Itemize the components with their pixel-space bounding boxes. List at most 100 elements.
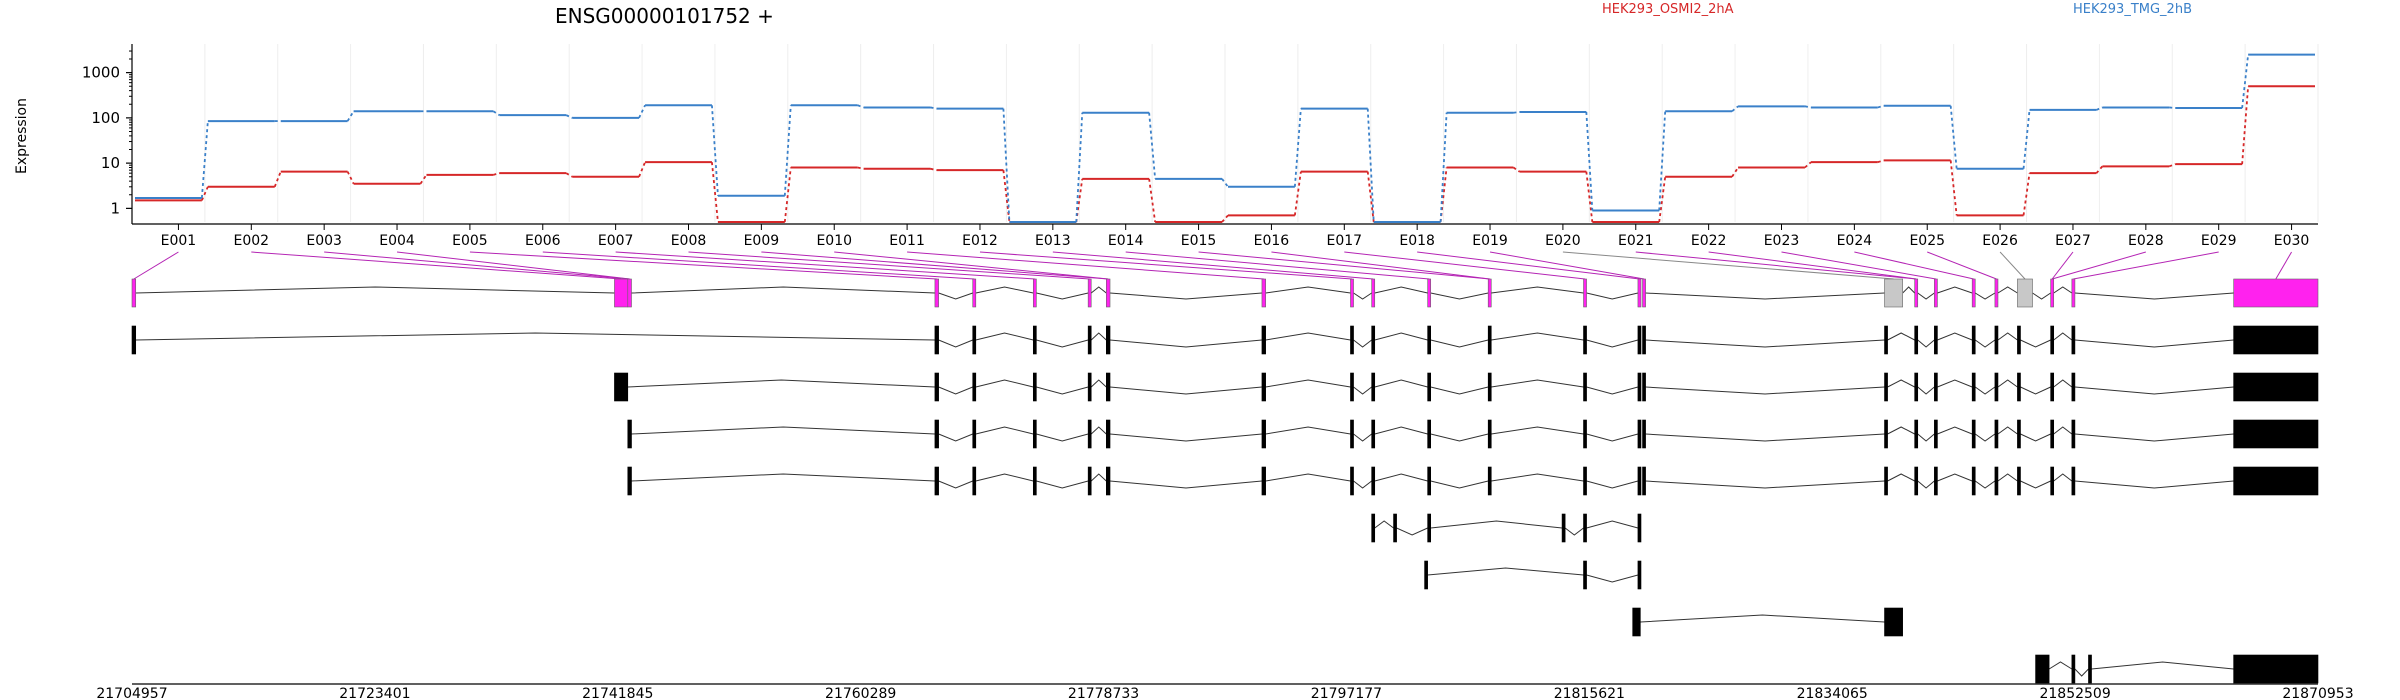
x-tick-label: E004 xyxy=(379,233,415,249)
exon-block xyxy=(1914,466,1919,496)
exon-block xyxy=(1261,419,1266,449)
intron xyxy=(1036,480,1089,489)
exon-block xyxy=(1642,325,1646,355)
series-transition xyxy=(492,110,500,116)
exon-block xyxy=(1914,278,1919,308)
intron xyxy=(1937,473,1973,482)
exon-block xyxy=(2017,419,2021,449)
axes: 1 10 100 1000 E001 E002 E003 E004 E005 E006 E007 E0… xyxy=(82,44,2318,249)
transcript-7 xyxy=(1632,607,1903,637)
intron xyxy=(1265,332,1351,341)
intron xyxy=(1109,292,1262,300)
x-tick-label: E019 xyxy=(1472,233,1508,249)
exon-block xyxy=(972,325,977,355)
x-tick-label: E011 xyxy=(889,233,925,249)
exon-connector xyxy=(907,251,1264,280)
exon-block xyxy=(2071,372,2076,402)
exon-block xyxy=(2017,278,2033,308)
exon-block xyxy=(1994,278,1999,308)
intron xyxy=(1974,386,1996,395)
intron xyxy=(1586,433,1639,442)
exon-block xyxy=(972,372,977,402)
intron xyxy=(1997,426,2018,435)
transcript-5 xyxy=(1371,513,1642,543)
exon-connector xyxy=(761,251,1109,280)
exon-block xyxy=(934,325,939,355)
intron xyxy=(1396,527,1428,536)
exon-block xyxy=(2233,466,2319,496)
exon-block xyxy=(1371,419,1376,449)
intron xyxy=(1645,433,1885,442)
exon-block xyxy=(1393,513,1397,543)
intron xyxy=(975,286,1034,294)
x-tick-label: E003 xyxy=(306,233,342,249)
intron xyxy=(1887,379,1915,388)
series-transition xyxy=(1877,159,1885,164)
series-transition xyxy=(201,186,209,201)
intron xyxy=(1491,426,1584,435)
series-lines xyxy=(135,53,2315,223)
exon-block xyxy=(1971,278,1976,308)
exon-block xyxy=(1261,325,1266,355)
exon-block xyxy=(972,419,977,449)
series-transition xyxy=(1804,161,1812,169)
intron xyxy=(1090,473,1107,482)
exon-block xyxy=(1884,325,1888,355)
series-transition xyxy=(1731,105,1739,112)
exon-block xyxy=(1371,513,1376,543)
intron xyxy=(975,379,1034,388)
x-tick-label: E010 xyxy=(816,233,852,249)
exon-connector xyxy=(324,251,630,280)
exon-block xyxy=(1350,466,1354,496)
exon-block xyxy=(1637,372,1642,402)
genomic-tick-label: 21760289 xyxy=(825,686,896,700)
genomic-tick-label: 21815621 xyxy=(1554,686,1625,700)
exon-connector xyxy=(469,251,937,280)
exon-block xyxy=(614,372,629,402)
x-tick-label: E008 xyxy=(671,233,707,249)
genomic-tick-label: 21741845 xyxy=(582,686,653,700)
intron xyxy=(631,286,935,294)
series-transition xyxy=(1513,111,1520,114)
series-transition xyxy=(200,120,209,199)
exon-block xyxy=(1934,372,1938,402)
intron xyxy=(1036,386,1089,395)
series-transition xyxy=(1439,112,1448,223)
exon-connector xyxy=(1344,251,1586,280)
series-transition xyxy=(1148,178,1157,223)
intron xyxy=(1265,426,1351,435)
intron xyxy=(1887,473,1915,482)
exon-block xyxy=(2035,654,2050,684)
exon-block xyxy=(1032,466,1037,496)
exon-connector xyxy=(251,251,622,280)
exon-block xyxy=(1884,607,1903,637)
series-transition xyxy=(857,166,864,170)
exon-block xyxy=(1424,560,1428,590)
intron xyxy=(1902,286,1916,294)
intron xyxy=(1353,292,1372,300)
intron xyxy=(1937,332,1973,341)
intron xyxy=(1586,574,1639,583)
intron xyxy=(2074,668,2089,677)
intron xyxy=(1586,520,1639,529)
exon-block xyxy=(1994,466,1999,496)
intron xyxy=(1974,292,1996,300)
intron xyxy=(1353,339,1372,348)
exon-block xyxy=(1884,419,1888,449)
intron xyxy=(1036,433,1089,442)
exon-block xyxy=(2017,466,2021,496)
series-transition xyxy=(1804,105,1812,109)
exon-block xyxy=(1487,325,1492,355)
series-transition xyxy=(2096,106,2103,111)
exon-block xyxy=(1487,419,1492,449)
intron xyxy=(1353,480,1372,489)
exon-block xyxy=(1637,466,1642,496)
exon-block xyxy=(2233,278,2319,308)
intron xyxy=(938,433,973,442)
chart-title: ENSG00000101752 + xyxy=(555,4,774,28)
exon-block xyxy=(1971,372,1976,402)
series-transition xyxy=(2022,173,2031,216)
exon-block xyxy=(1884,278,1903,308)
transcript-4 xyxy=(627,466,2319,496)
y-tick-label: 10 xyxy=(101,154,120,172)
